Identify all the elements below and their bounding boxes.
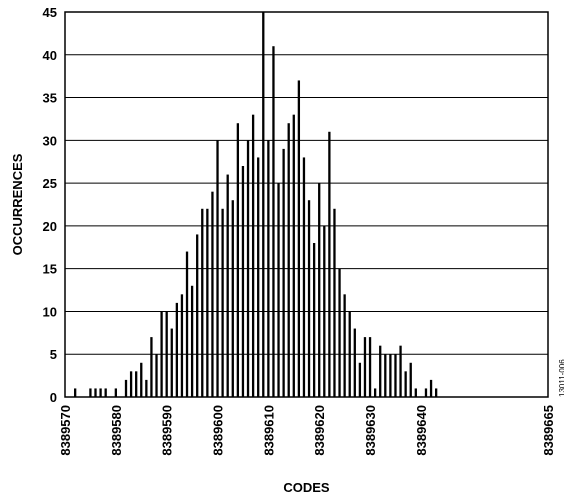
histogram-bar: [348, 311, 351, 397]
histogram-bar: [379, 345, 382, 397]
histogram-bar: [216, 140, 219, 398]
x-tick-label: 8389590: [160, 405, 175, 456]
histogram-bar: [394, 354, 397, 397]
histogram-bar: [190, 285, 194, 397]
histogram-bar: [257, 157, 260, 397]
histogram-bar: [318, 183, 321, 397]
histogram-bar: [246, 140, 250, 398]
histogram-bar: [135, 371, 138, 397]
x-tick-label: 8389570: [58, 405, 73, 456]
histogram-bar: [333, 208, 336, 397]
histogram-bar: [104, 388, 107, 397]
histogram-bar: [231, 200, 234, 397]
histogram-bar: [404, 371, 407, 397]
histogram-bar: [185, 251, 189, 397]
x-tick-label: 8389580: [109, 405, 124, 456]
histogram-bar: [363, 337, 367, 397]
histogram-bar: [89, 388, 92, 397]
histogram-bar: [292, 114, 295, 398]
y-tick-label: 0: [50, 390, 57, 405]
histogram-bar: [429, 379, 433, 397]
histogram-bar: [272, 46, 275, 397]
histogram-bar: [368, 337, 372, 397]
gridlines: [65, 54, 548, 355]
histogram-bar: [384, 354, 387, 397]
histogram-bar: [226, 174, 229, 397]
y-tick-label: 25: [43, 176, 57, 191]
histogram-bar: [353, 328, 356, 397]
histogram-bar: [297, 80, 301, 397]
histogram-bar: [201, 208, 204, 397]
histogram-bar: [328, 131, 331, 397]
histogram-bar: [180, 294, 184, 397]
x-tick-label: 8389640: [414, 405, 429, 456]
histogram-bar: [312, 243, 316, 397]
y-tick-label: 30: [43, 133, 57, 148]
histogram-bar: [165, 311, 168, 397]
x-axis-label: CODES: [283, 480, 330, 495]
histogram-bar: [267, 140, 270, 398]
histogram-bar: [399, 345, 402, 397]
histogram-bar: [414, 388, 417, 397]
histogram-bar: [175, 302, 179, 397]
histogram-bar: [323, 225, 326, 397]
histogram-bar: [99, 388, 102, 397]
x-tick-label: 8389620: [312, 405, 327, 456]
histogram-bar: [358, 362, 362, 397]
y-tick-label: 40: [43, 48, 57, 63]
x-tick-label: 8389630: [363, 405, 378, 456]
histogram-bar: [424, 388, 428, 397]
histogram-bar: [282, 148, 285, 397]
histogram-bar: [150, 337, 153, 397]
histogram-bar: [145, 379, 148, 397]
histogram-bar: [155, 354, 158, 397]
plot-frame: [64, 11, 549, 398]
y-axis-label: OCCURRENCES: [10, 153, 25, 255]
histogram-bar: [196, 234, 199, 397]
y-tick-label: 5: [50, 347, 57, 362]
histogram-bar: [236, 123, 240, 397]
histogram-bar: [277, 183, 280, 397]
histogram-bar: [338, 268, 341, 397]
histogram-bar: [307, 200, 311, 397]
histogram-bar: [206, 208, 209, 397]
x-tick-label: 8389665: [541, 405, 556, 456]
x-tick-label: 8389600: [211, 405, 226, 456]
histogram-bar: [389, 354, 392, 397]
y-tick-label: 20: [43, 219, 57, 234]
histogram-bar: [114, 388, 117, 397]
x-tick-label: 8389610: [261, 405, 276, 456]
figure-id-label: 13011-006: [558, 359, 564, 397]
histogram-bar: [129, 371, 133, 397]
histogram-bar: [302, 157, 306, 397]
histogram-bar: [409, 362, 412, 397]
histogram-bar: [343, 294, 346, 397]
histogram-bar: [373, 388, 377, 397]
histogram-bar: [140, 362, 143, 397]
histogram-bar: [160, 311, 163, 397]
y-tick-label: 10: [43, 304, 57, 319]
histogram-bar: [211, 191, 214, 397]
histogram-bar: [241, 166, 245, 397]
histogram-bar: [434, 388, 438, 397]
histogram-bar: [251, 114, 255, 398]
y-tick-label: 15: [43, 262, 57, 277]
histogram-bar: [287, 123, 290, 397]
histogram-bar: [124, 379, 128, 397]
histogram-bar: [170, 328, 173, 397]
histogram-bar: [221, 208, 224, 397]
y-tick-labels: 0 5 10 15 20 25 30 35 40 45: [43, 5, 57, 405]
histogram-bar: [74, 388, 77, 397]
x-tick-labels: 8389570 8389580 8389590 8389600 8389610 83896…: [58, 405, 556, 456]
y-tick-label: 45: [43, 5, 57, 20]
bars: [74, 12, 438, 398]
histogram-bar: [94, 388, 97, 397]
histogram-bar: [262, 12, 265, 397]
y-tick-label: 35: [43, 91, 57, 106]
